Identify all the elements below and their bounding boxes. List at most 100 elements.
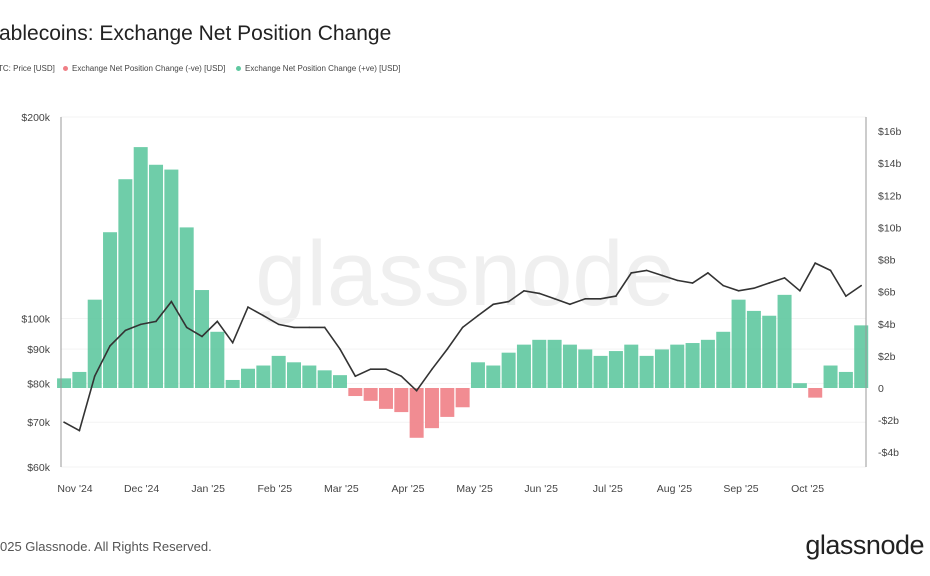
price-point [109, 345, 111, 347]
price-point [170, 300, 173, 303]
price-point [661, 274, 663, 277]
net-position-bar [808, 388, 823, 398]
price-point [63, 421, 65, 423]
price-point [446, 348, 449, 350]
price-point [400, 375, 403, 377]
watermark: glassnode [255, 223, 674, 325]
right-tick-label: $12b [878, 190, 902, 202]
net-position-bar [654, 349, 669, 388]
net-position-bar [103, 232, 118, 388]
x-tick-label: Aug '25 [657, 483, 692, 495]
net-position-bar [823, 365, 838, 388]
price-point [553, 298, 556, 300]
price-point [139, 323, 142, 326]
price-point [783, 277, 786, 279]
x-tick-label: Oct '25 [791, 483, 824, 495]
net-position-bar [716, 331, 731, 388]
x-tick-label: May '25 [456, 483, 493, 495]
price-point [231, 341, 234, 344]
right-tick-label: -$2b [878, 415, 899, 427]
price-point [630, 272, 633, 274]
legend-item-price[interactable]: TC: Price [USD] [0, 64, 55, 73]
price-point [584, 298, 587, 300]
price-point [415, 389, 418, 392]
price-point [308, 326, 311, 329]
net-position-bar [470, 362, 485, 388]
net-position-bar [302, 365, 317, 388]
legend-dot-icon [63, 66, 68, 72]
net-position-bar [195, 290, 210, 388]
price-point [369, 368, 372, 370]
right-tick-label: $10b [878, 222, 902, 234]
right-tick-label: $2b [878, 351, 896, 363]
net-position-bar [501, 352, 516, 388]
net-position-bar [547, 339, 562, 388]
price-point [385, 368, 387, 370]
price-point [753, 287, 755, 289]
price-point [768, 282, 771, 284]
copyright: 025 Glassnode. All Rights Reserved. [0, 539, 212, 554]
net-position-bar [87, 299, 102, 388]
price-point [492, 303, 495, 306]
right-tick-label: $8b [878, 255, 896, 267]
x-tick-label: Apr '25 [392, 483, 425, 495]
right-tick-label: $14b [878, 158, 902, 170]
net-position-bar [409, 388, 424, 438]
net-position-bar [700, 339, 715, 388]
x-tick-label: Mar '25 [324, 483, 359, 495]
price-point [829, 269, 832, 272]
price-point [676, 279, 679, 282]
net-position-bar [287, 362, 301, 388]
net-position-bar [118, 179, 133, 388]
price-point [124, 329, 127, 332]
net-position-bar [731, 299, 746, 388]
net-position-bar [133, 147, 148, 388]
price-point [431, 368, 433, 370]
net-position-bar [486, 365, 501, 388]
net-position-bar [854, 325, 869, 388]
left-tick-label: $200k [21, 112, 50, 124]
price-point [645, 269, 648, 272]
net-position-bar [670, 344, 685, 388]
right-tick-label: -$4b [878, 447, 899, 459]
glassnode-logo: glassnode [805, 530, 924, 560]
right-tick-label: $16b [878, 126, 902, 138]
legend-label: Exchange Net Position Change (+ve) [USD] [245, 64, 401, 73]
net-position-bar [578, 349, 593, 388]
price-point [799, 289, 801, 292]
left-tick-label: $60k [27, 462, 51, 474]
net-position-bar [179, 227, 194, 388]
price-point [569, 303, 571, 306]
price-point [507, 300, 510, 303]
net-position-bar [777, 294, 792, 388]
legend-item-negative[interactable]: Exchange Net Position Change (-ve) [USD] [63, 64, 225, 73]
net-position-bar [210, 331, 225, 388]
net-position-bar [685, 343, 700, 388]
x-tick-label: Dec '24 [124, 483, 159, 495]
price-point [599, 298, 602, 300]
price-point [707, 272, 709, 274]
net-position-bar [348, 388, 363, 397]
price-point [185, 326, 188, 329]
left-tick-label: $100k [21, 314, 50, 326]
x-tick-label: Feb '25 [257, 483, 292, 495]
left-tick-label: $80k [27, 378, 51, 390]
net-position-bar [394, 388, 409, 413]
x-tick-label: Jun '25 [524, 483, 558, 495]
legend-label: TC: Price [USD] [0, 64, 55, 73]
net-position-bar [57, 378, 72, 388]
price-point [814, 262, 817, 264]
price-point [691, 282, 694, 284]
right-tick-label: 0 [878, 383, 884, 395]
net-position-bar [624, 344, 639, 388]
price-point [277, 323, 280, 326]
net-position-bar [639, 355, 654, 388]
price-point [93, 375, 96, 377]
net-position-bar [792, 383, 807, 388]
legend-item-positive[interactable]: Exchange Net Position Change (+ve) [USD] [236, 64, 400, 73]
price-point [722, 284, 725, 287]
net-position-bar [378, 388, 393, 409]
net-position-bar [593, 355, 608, 388]
